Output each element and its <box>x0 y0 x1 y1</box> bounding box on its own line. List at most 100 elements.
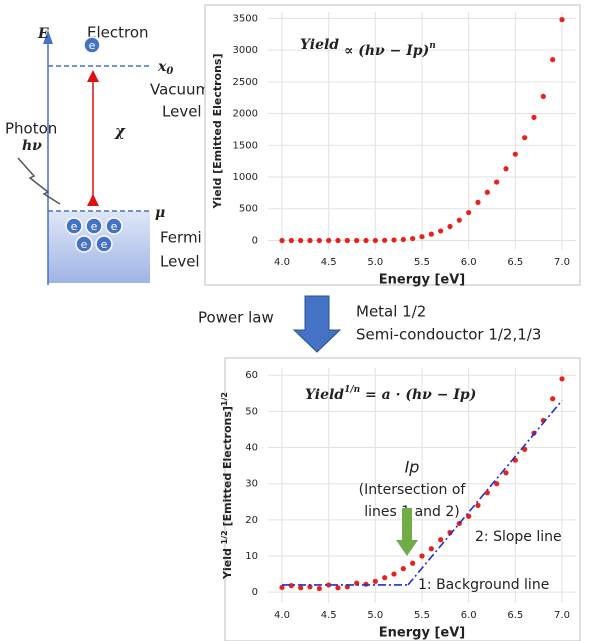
data-point <box>354 237 360 244</box>
x-tick-label: 6.5 <box>507 610 523 621</box>
y-tick-label: 0 <box>252 235 258 246</box>
data-point <box>326 237 332 244</box>
axis-label: E <box>37 26 49 42</box>
photon-label: Photon <box>5 120 57 138</box>
data-point <box>298 237 304 244</box>
x-axis-label: Energy [eV] <box>379 273 465 288</box>
electron-symbol: e <box>101 238 108 251</box>
data-point <box>428 231 434 237</box>
data-point <box>484 189 490 195</box>
data-point <box>400 236 406 243</box>
line-label: 2: Slope line <box>475 529 562 545</box>
data-point <box>475 199 481 205</box>
x-tick-label: 6.5 <box>507 257 523 268</box>
y-axis-label: Yield [Emitted Electrons] <box>211 53 224 209</box>
data-point <box>372 237 378 244</box>
data-point <box>550 57 556 63</box>
fermi-label: Level <box>160 253 200 271</box>
y-tick-label: 10 <box>245 551 258 562</box>
data-point <box>316 237 322 244</box>
data-point <box>363 237 369 244</box>
data-point <box>410 560 416 566</box>
data-point <box>316 585 322 592</box>
symbol: x <box>157 59 167 75</box>
data-point <box>419 553 425 559</box>
x-tick-label: 5.0 <box>367 610 383 621</box>
line-label: 1: Background line <box>418 577 549 593</box>
data-point <box>447 223 453 230</box>
y-tick-label: 500 <box>239 204 258 215</box>
data-point <box>382 575 388 581</box>
data-point <box>391 571 397 577</box>
y-axis-label-part: Yield <box>221 544 234 580</box>
fermi-label: Fermi <box>160 229 202 247</box>
photon-bolt <box>17 157 61 205</box>
annotation: (Intersection of <box>359 482 467 498</box>
data-point <box>438 228 444 234</box>
electrons: ee e ee e <box>65 36 123 253</box>
data-point <box>419 234 425 240</box>
transition-label: Power law <box>198 309 274 327</box>
x-tick-label: 5.5 <box>414 257 430 268</box>
y-tick-label: 0 <box>252 587 258 598</box>
electron-label: Electron <box>87 24 149 42</box>
y-tick-label: 1500 <box>233 140 258 151</box>
electron-symbol: e <box>81 238 88 251</box>
data-point <box>326 582 332 588</box>
data-point <box>279 237 285 244</box>
data-point <box>466 209 472 216</box>
energy-diagram: E Electron x0 Vacuum Level χ Photon hν μ… <box>5 24 210 285</box>
y-tick-label: 1000 <box>233 172 258 183</box>
electron-symbol: e <box>89 39 96 52</box>
photon-energy: hν <box>22 138 42 154</box>
y-axis-label-part: 1/2 <box>220 530 229 544</box>
data-point <box>298 585 304 591</box>
data-point <box>494 179 500 185</box>
x-tick-label: 7.0 <box>554 610 570 621</box>
data-point <box>559 17 565 23</box>
data-point <box>503 470 509 476</box>
y-tick-label: 40 <box>245 443 258 454</box>
data-point <box>335 237 341 244</box>
x-tick-label: 4.0 <box>274 610 290 621</box>
data-point <box>531 114 537 120</box>
data-point <box>475 502 481 508</box>
x-tick-label: 4.0 <box>274 257 290 268</box>
x-tick-label: 4.5 <box>321 257 337 268</box>
data-point <box>550 396 556 402</box>
y-tick-label: 3000 <box>233 45 258 56</box>
data-point <box>382 237 388 243</box>
data-point <box>428 546 434 552</box>
data-point <box>484 490 490 496</box>
data-point <box>559 376 565 382</box>
data-point <box>391 237 397 243</box>
electron <box>85 217 103 235</box>
data-point <box>540 93 546 100</box>
formula: Yield1/n = a · (hν − Ip) <box>305 385 476 404</box>
formula-part: n <box>429 41 436 51</box>
data-point <box>372 578 378 584</box>
y-tick-label: 30 <box>245 479 258 490</box>
axis-arrow <box>43 30 53 44</box>
transition-arrow <box>292 295 342 353</box>
data-point <box>512 151 518 157</box>
y-tick-label: 60 <box>245 370 258 381</box>
exponent-note: Metal 1/2 <box>356 303 426 321</box>
electron <box>105 217 123 235</box>
formula: Yield ∝ (hν − Ip)n <box>300 37 436 59</box>
y-tick-label: 20 <box>245 515 258 526</box>
vacuum-label: Vacuum <box>150 81 210 99</box>
data-point <box>438 537 444 543</box>
data-point <box>410 235 416 242</box>
gap-symbol: χ <box>114 122 126 140</box>
data-point <box>307 584 313 590</box>
subscript: 0 <box>166 66 173 77</box>
data-point <box>400 566 406 572</box>
y-axis-label-part: [Emitted Electrons] <box>221 406 234 530</box>
data-point <box>307 237 313 244</box>
formula-part: Yield <box>300 37 339 53</box>
data-point <box>456 217 462 223</box>
formula-part: 1/n <box>344 385 360 395</box>
formula-part: Yield <box>305 387 344 403</box>
x-tick-label: 6.0 <box>461 610 477 621</box>
